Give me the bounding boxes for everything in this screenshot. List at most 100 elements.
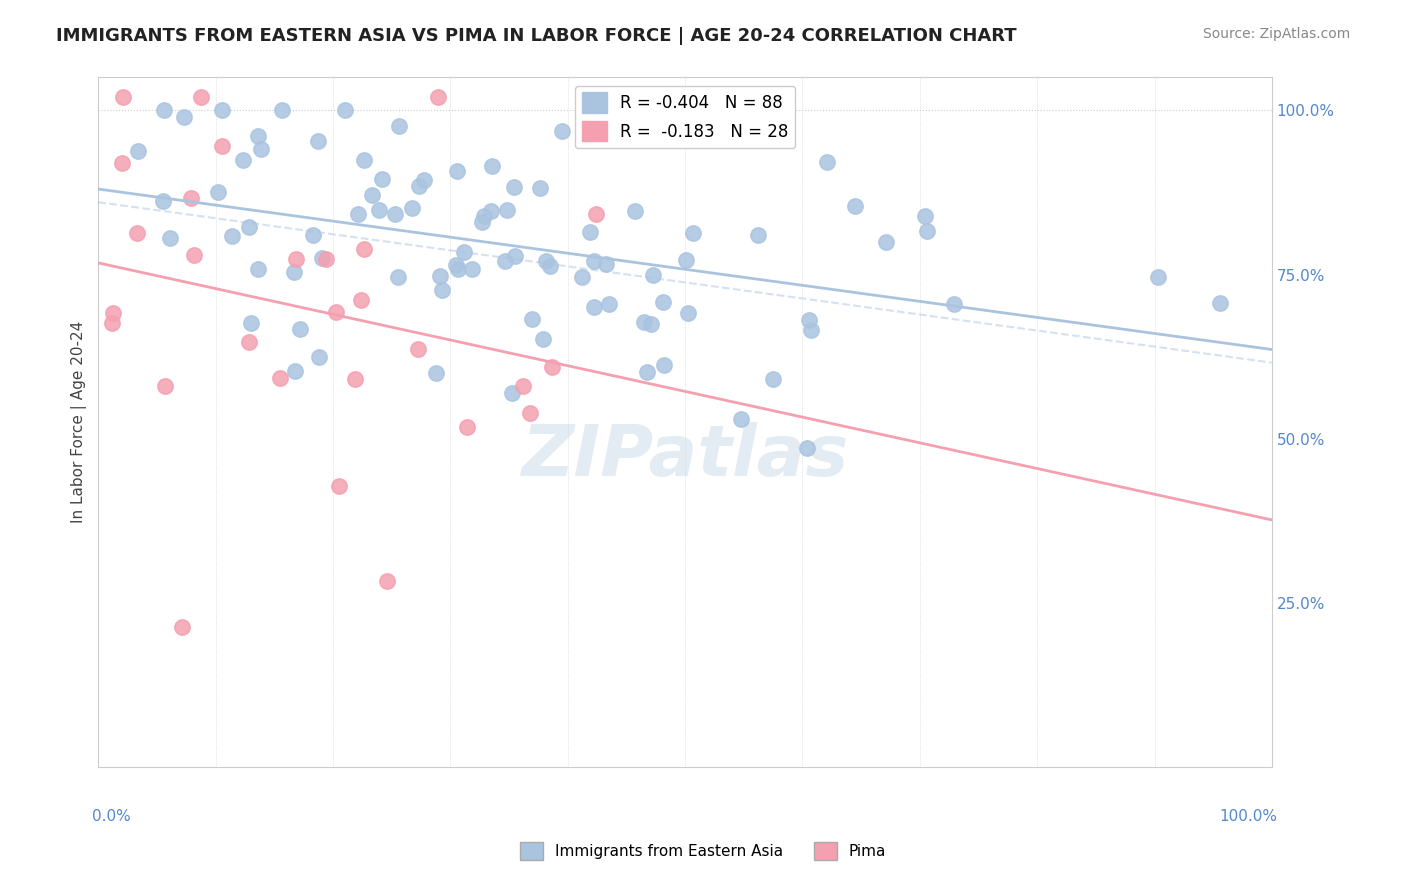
Point xyxy=(159,230,181,244)
Point xyxy=(456,420,478,434)
Point xyxy=(585,207,607,221)
Point xyxy=(505,249,527,263)
Point xyxy=(432,283,454,297)
Point xyxy=(238,220,260,235)
Point xyxy=(479,204,502,219)
Point xyxy=(375,574,398,588)
Point xyxy=(344,372,367,386)
Point xyxy=(425,367,447,381)
Point xyxy=(429,269,451,284)
Point xyxy=(250,143,273,157)
Point xyxy=(408,179,430,194)
Point xyxy=(481,159,503,173)
Point xyxy=(125,227,148,241)
Text: ZIPatlas: ZIPatlas xyxy=(522,422,849,491)
Point xyxy=(461,262,484,277)
Point xyxy=(153,378,176,392)
Point xyxy=(413,173,436,187)
Point xyxy=(288,322,311,336)
Point xyxy=(111,156,134,170)
Point xyxy=(211,139,233,153)
Point xyxy=(367,203,389,218)
Point xyxy=(551,124,574,138)
Point xyxy=(797,313,820,327)
Point xyxy=(183,248,205,262)
Point xyxy=(347,207,370,221)
Point xyxy=(501,386,523,401)
Point xyxy=(503,180,526,194)
Point xyxy=(328,479,350,493)
Point xyxy=(335,103,357,118)
Point xyxy=(730,411,752,425)
Point xyxy=(595,257,617,271)
Point xyxy=(942,297,965,311)
Point xyxy=(675,253,697,268)
Point xyxy=(1208,296,1230,310)
Legend: Immigrants from Eastern Asia, Pima: Immigrants from Eastern Asia, Pima xyxy=(513,836,893,866)
Point xyxy=(875,235,897,249)
Point xyxy=(152,194,174,209)
Point xyxy=(583,301,606,315)
Point xyxy=(844,199,866,213)
Point xyxy=(207,185,229,199)
Point xyxy=(800,323,823,337)
Point xyxy=(536,253,558,268)
Point xyxy=(624,204,647,219)
Point xyxy=(471,215,494,229)
Point xyxy=(474,209,496,223)
Point xyxy=(190,90,212,104)
Point xyxy=(211,103,233,118)
Point xyxy=(387,269,409,284)
Point xyxy=(495,203,517,218)
Point xyxy=(676,305,699,319)
Point xyxy=(453,244,475,259)
Point xyxy=(284,252,307,266)
Point xyxy=(350,293,373,308)
Y-axis label: In Labor Force | Age 20-24: In Labor Force | Age 20-24 xyxy=(72,321,87,524)
Point xyxy=(152,103,174,118)
Point xyxy=(353,243,375,257)
Text: 0.0%: 0.0% xyxy=(93,809,131,823)
Point xyxy=(747,227,769,242)
Point xyxy=(232,153,254,168)
Point xyxy=(592,127,614,141)
Point xyxy=(180,191,202,205)
Point xyxy=(361,188,384,202)
Point xyxy=(915,224,938,238)
Point xyxy=(284,364,307,378)
Point xyxy=(579,226,602,240)
Point xyxy=(270,103,292,118)
Point xyxy=(221,228,243,243)
Point xyxy=(796,441,818,455)
Point xyxy=(519,406,541,420)
Point xyxy=(652,358,675,372)
Point xyxy=(446,163,468,178)
Point xyxy=(598,296,620,310)
Point xyxy=(315,252,337,266)
Point xyxy=(311,251,333,265)
Point xyxy=(325,305,347,319)
Point xyxy=(283,265,305,279)
Point xyxy=(541,359,564,374)
Point xyxy=(371,171,394,186)
Point xyxy=(172,620,194,634)
Point xyxy=(636,365,658,379)
Point xyxy=(406,342,429,356)
Point xyxy=(571,269,593,284)
Point xyxy=(353,153,375,167)
Point xyxy=(269,371,291,385)
Point xyxy=(111,90,134,104)
Point xyxy=(494,253,516,268)
Point xyxy=(447,262,470,277)
Point xyxy=(127,145,149,159)
Point xyxy=(446,258,468,272)
Point xyxy=(384,207,406,221)
Point xyxy=(633,315,655,329)
Point xyxy=(308,350,330,364)
Point xyxy=(682,226,704,240)
Point xyxy=(246,128,269,143)
Point xyxy=(302,227,325,242)
Point xyxy=(101,305,124,319)
Point xyxy=(538,259,561,273)
Point xyxy=(247,262,270,277)
